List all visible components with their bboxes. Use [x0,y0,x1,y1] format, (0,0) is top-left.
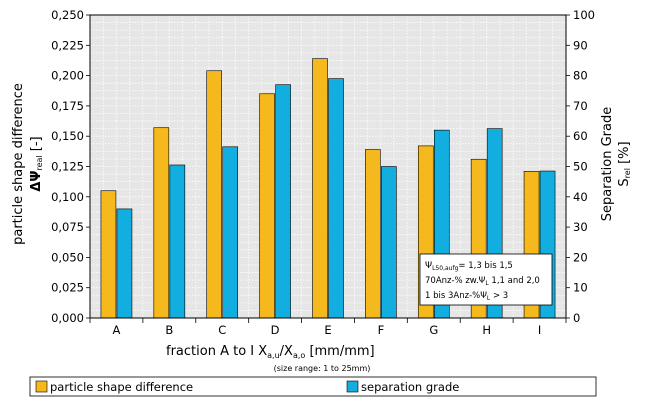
left-tick-label: 0,150 [51,129,84,143]
x-tick-label: G [429,323,438,337]
bar-particle-shape-difference-A [100,190,117,319]
left-tick-label: 0,025 [51,281,84,295]
bar-separation-grade-B [169,164,186,319]
left-tick-label: 0,125 [51,160,84,174]
left-tick-label: 0,050 [51,250,84,264]
legend: particle shape difference separation gra… [29,376,597,397]
right-axis-title-symbol: Srel [%] [617,141,632,186]
legend-swatch-particle-shape-difference [35,380,48,393]
x-tick-label: C [218,323,226,337]
bar-particle-shape-difference-D [259,93,275,319]
right-tick-label: 30 [573,220,588,234]
bar-particle-shape-difference-B [153,127,170,319]
bar-particle-shape-difference-F [365,149,381,319]
bar-separation-grade-F [381,166,397,319]
bar-separation-grade-D [275,84,291,319]
left-tick-label: 0,000 [51,311,84,325]
left-axis-ticks: 0,000 0,025 0,050 0,075 0,100 0,125 0,150 0,175… [51,8,90,325]
right-tick-label: 70 [573,99,588,113]
annotation-line-2: 70Anz-% zw.ΨL 1,1 and 2,0 [425,276,540,287]
left-tick-label: 0,250 [51,8,84,22]
right-tick-label: 90 [573,38,588,52]
right-tick-label: 20 [573,250,588,264]
annotation-line-3: 1 bis 3Anz-%ΨL > 3 [425,291,508,302]
bar-particle-shape-difference-C [206,70,223,319]
x-tick-label: E [324,323,331,337]
bar-separation-grade-C [222,146,239,319]
x-axis-note: (size range: 1 to 25mm) [274,364,371,373]
annotation-box: ΨL50,aufg= 1,3 bis 1,5 70Anz-% zw.ΨL 1,1… [419,253,553,306]
legend-swatch-separation-grade [346,380,359,393]
left-tick-label: 0,175 [51,99,84,113]
bar-particle-shape-difference-E [312,58,328,319]
right-axis-title: Separation Grade [600,107,615,221]
x-tick-label: F [378,323,385,337]
bar-separation-grade-E [328,78,344,319]
right-axis-ticks: 0 10 20 30 40 50 60 70 80 90 100 [566,8,595,325]
bar-separation-grade-A [116,208,133,319]
x-tick-label: B [165,323,173,337]
left-tick-label: 0,225 [51,38,84,52]
legend-label-separation-grade: separation grade [361,380,459,394]
right-tick-label: 40 [573,190,588,204]
left-tick-label: 0,200 [51,69,84,83]
annotation-line-1: ΨL50,aufg= 1,3 bis 1,5 [425,261,513,272]
right-tick-label: 100 [573,8,595,22]
right-tick-label: 10 [573,281,588,295]
left-tick-label: 0,100 [51,190,84,204]
legend-label-particle-shape-difference: particle shape difference [50,380,193,394]
left-tick-label: 0,075 [51,220,84,234]
x-axis-title: fraction A to I Xa,u/Xa,o [mm/mm] [166,344,375,360]
left-axis-title: particle shape difference [11,83,26,245]
right-tick-label: 80 [573,69,588,83]
x-axis-ticks: A B C D E F G H I [89,318,567,337]
x-tick-label: I [538,323,541,337]
x-tick-label: A [113,323,121,337]
left-axis-title-symbol: ΔΨreal [-] [29,136,44,191]
x-tick-label: D [271,323,280,337]
right-tick-label: 60 [573,129,588,143]
right-tick-label: 0 [573,311,580,325]
right-tick-label: 50 [573,160,588,174]
x-tick-label: H [482,323,491,337]
